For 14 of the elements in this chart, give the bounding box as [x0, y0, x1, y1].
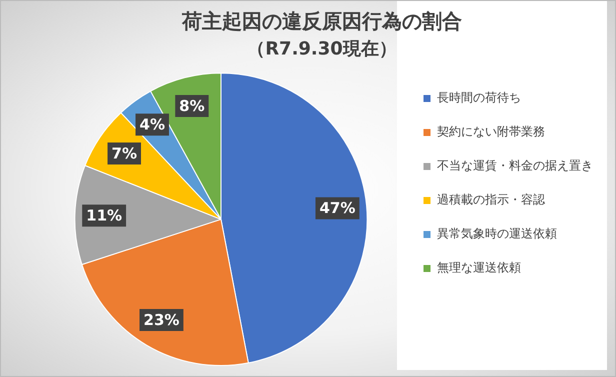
data-label: 23%	[144, 310, 180, 329]
data-label: 7%	[112, 144, 137, 162]
data-label: 47%	[319, 199, 356, 218]
legend-label: 異常気象時の運送依頼	[437, 226, 557, 241]
data-label: 11%	[86, 206, 122, 225]
data-label: 4%	[140, 116, 165, 134]
data-label: 8%	[179, 96, 205, 115]
text: 荷主起因の違反原因行為の割合	[181, 9, 462, 34]
legend-label: 長時間の荷待ち	[437, 90, 521, 105]
legend-label: 契約にない附帯業務	[437, 124, 545, 139]
legend-label: 無理な運送依頼	[437, 260, 521, 275]
legend-label: 不当な運賃・料金の据え置き	[437, 158, 593, 173]
legend-label: 過積載の指示・容認	[437, 192, 545, 207]
text: （R7.9.30現在）	[247, 38, 397, 60]
